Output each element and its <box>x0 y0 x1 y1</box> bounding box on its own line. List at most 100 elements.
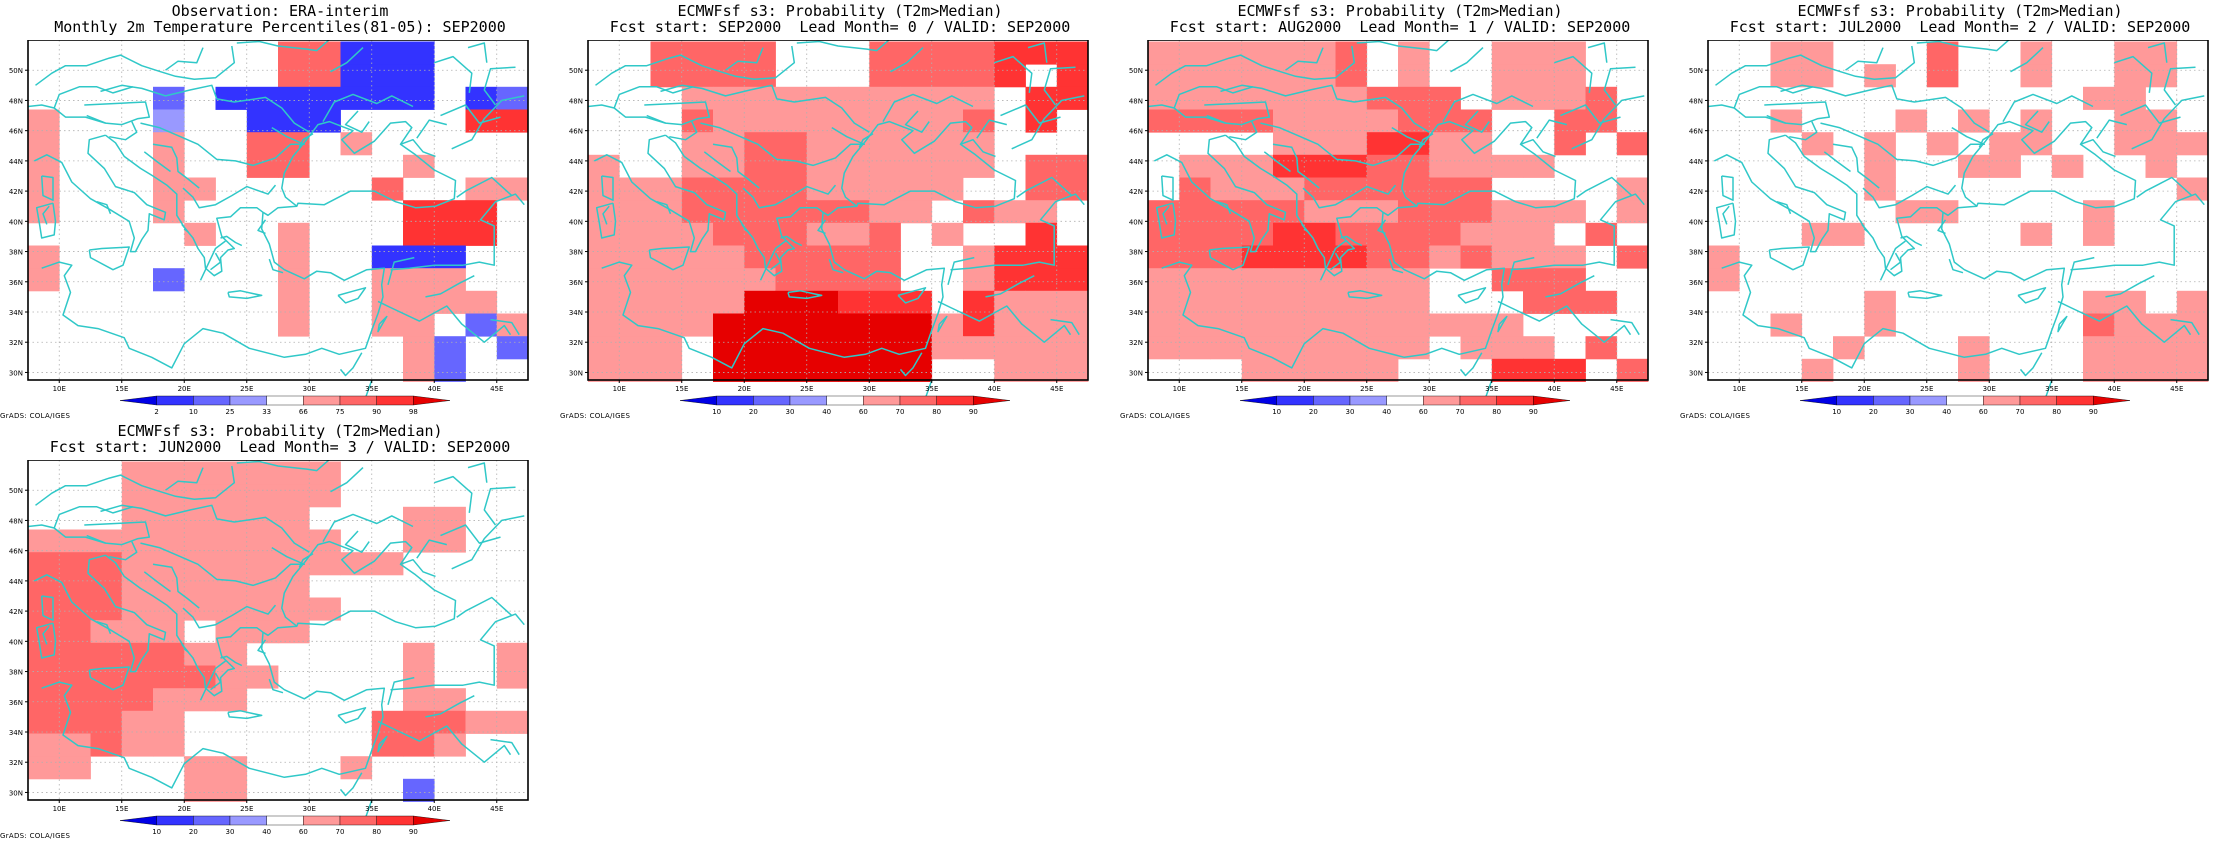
grid-cell <box>1335 154 1368 178</box>
map-panel-2: ECMWFsf s3: Probability (T2m>Median) Fcst… <box>560 0 1120 420</box>
grid-cell <box>1025 41 1058 65</box>
grid-cell <box>246 132 279 156</box>
legend-swatch <box>2056 395 2094 406</box>
grid-cell <box>1241 358 1274 382</box>
grid-cell <box>650 358 683 382</box>
grid-cell <box>713 290 745 314</box>
grid-cell <box>869 358 901 382</box>
grid-cell <box>1210 154 1243 178</box>
grid-cell <box>2145 41 2178 65</box>
lat-tick-label: 36N <box>1689 279 1703 287</box>
grid-cell <box>1366 290 1399 314</box>
map-frame <box>587 40 1089 381</box>
legend-label: 10 <box>152 828 161 836</box>
lon-tick-label: 30E <box>863 385 876 393</box>
grid-cell <box>1554 64 1586 88</box>
grid-cell <box>184 529 216 553</box>
grid-cell <box>1304 132 1336 156</box>
lon-tick-label: 35E <box>925 385 938 393</box>
grid-cell <box>775 222 808 246</box>
grid-cell <box>1616 245 1649 269</box>
grid-cell <box>900 177 933 201</box>
legend-swatch <box>119 395 157 406</box>
grid-cell <box>806 109 839 133</box>
grid-cell <box>278 597 310 621</box>
grid-cell <box>869 200 901 224</box>
grid-cell <box>775 268 808 292</box>
grid-cell <box>153 461 185 485</box>
grid-cell <box>309 41 341 65</box>
grid-cell <box>1398 313 1430 337</box>
grid-cell <box>1335 64 1368 88</box>
lat-tick-label: 40N <box>1689 218 1703 226</box>
legend-swatch <box>1909 395 1947 406</box>
grid-cell <box>1025 200 1058 224</box>
lon-tick-label: 20E <box>738 385 751 393</box>
lat-tick-label: 38N <box>1129 249 1143 257</box>
grid-cell <box>1241 109 1274 133</box>
grid-cell <box>1460 222 1493 246</box>
grid-cell <box>1864 177 1896 201</box>
grid-cell <box>1148 222 1180 246</box>
lat-tick-label: 32N <box>1689 339 1703 347</box>
grid-cell <box>434 688 466 712</box>
grid-cell <box>1523 358 1555 382</box>
legend-label: 75 <box>336 408 345 416</box>
legend-label: 10 <box>189 408 198 416</box>
grid-cell <box>1335 336 1368 360</box>
grid-cell <box>403 290 435 314</box>
lat-tick-label: 42N <box>1129 188 1143 196</box>
panel-subtitle: Fcst start: JUL2000 Lead Month= 2 / VALI… <box>1729 18 2191 36</box>
grid-cell <box>59 710 91 734</box>
grid-cell <box>1210 200 1243 224</box>
legend-swatch <box>303 395 341 406</box>
grid-cell <box>744 154 776 178</box>
grid-cell <box>371 41 404 65</box>
legend-swatch <box>376 815 414 826</box>
grid-cell <box>650 177 683 201</box>
grid-cell <box>1708 268 1740 292</box>
grid-cell <box>28 529 60 553</box>
legend-label: 80 <box>2052 408 2061 416</box>
grid-cell <box>278 574 310 598</box>
grid-cell <box>371 268 404 292</box>
legend-swatch <box>679 395 717 406</box>
grid-cell <box>1273 109 1305 133</box>
legend-label: 66 <box>299 408 308 416</box>
lat-tick-label: 46N <box>9 128 23 136</box>
grid-cell <box>1335 358 1368 382</box>
grid-cell <box>90 574 123 598</box>
grid-cell <box>681 222 714 246</box>
grid-cell <box>278 268 310 292</box>
grid-cell <box>59 733 91 757</box>
color-bar-legend: 2 10 25 33 66 75 90 98 <box>119 395 451 416</box>
grid-cell <box>838 222 870 246</box>
grid-cell <box>1554 41 1586 65</box>
map-panel-4: ECMWFsf s3: Probability (T2m>Median) Fcst… <box>1680 0 2240 420</box>
grid-cell <box>1864 313 1896 337</box>
grid-cell <box>2114 109 2146 133</box>
grid-cell <box>1273 358 1305 382</box>
grid-cell <box>121 552 154 576</box>
grid-cell <box>1460 313 1493 337</box>
legend-swatch <box>1349 395 1387 406</box>
grid-cell <box>403 358 435 382</box>
grid-cell <box>1273 336 1305 360</box>
lat-tick-label: 34N <box>569 309 583 317</box>
legend-swatch <box>339 815 377 826</box>
grid-cell <box>1429 154 1461 178</box>
grid-cell <box>994 200 1026 224</box>
grid-cell <box>215 552 248 576</box>
temperature-map: 30N 32N 34N 36N 38N 40N 42N 44N 46N 48N 50N 10E 15E 2… <box>569 40 1089 416</box>
grid-cell <box>806 336 839 360</box>
lon-tick-label: 45E <box>1050 385 1063 393</box>
grid-cell <box>59 688 91 712</box>
legend-swatch <box>936 395 974 406</box>
grid-cell <box>1241 222 1274 246</box>
legend-label: 90 <box>2089 408 2098 416</box>
grid-cell <box>215 688 248 712</box>
lat-tick-label: 48N <box>9 517 23 525</box>
grid-cell <box>900 64 933 88</box>
legend-label: 10 <box>1832 408 1841 416</box>
grid-cell <box>1056 290 1089 314</box>
